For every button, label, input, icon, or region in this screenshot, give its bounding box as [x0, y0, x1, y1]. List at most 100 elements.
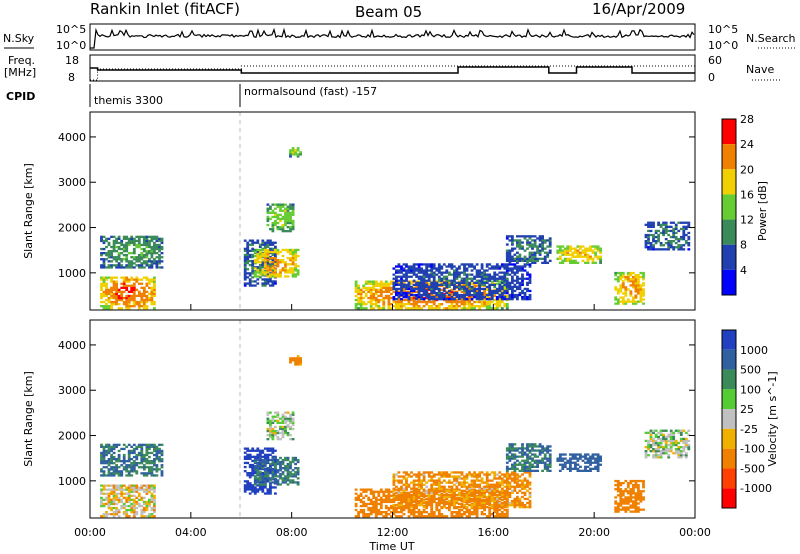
- echo-cell-power-196: [145, 290, 149, 293]
- echo-cell-power-2584: [647, 233, 650, 237]
- echo-cell-power-953: [296, 149, 300, 152]
- echo-cell-velocity-1343: [465, 515, 469, 518]
- echo-cell-power-1544: [395, 269, 398, 272]
- echo-cell-power-375: [135, 243, 139, 247]
- echo-cell-velocity-620: [263, 447, 267, 450]
- echo-cell-power-256: [105, 239, 108, 243]
- echo-cell-power-515: [246, 262, 250, 265]
- echo-cell-velocity-495: [243, 484, 247, 487]
- echo-cell-power-770: [276, 248, 280, 252]
- echo-cell-power-1869: [463, 287, 466, 291]
- echo-cell-power-2438: [596, 247, 600, 250]
- echo-cell-power-2434: [594, 245, 597, 248]
- echo-cell-velocity-636: [266, 447, 270, 450]
- echo-cell-velocity-979: [362, 496, 366, 499]
- echo-cell-power-1847: [458, 287, 461, 291]
- echo-cell-velocity-1693: [437, 501, 441, 505]
- echo-cell-power-2606: [652, 223, 655, 226]
- echo-cell-velocity-720: [263, 465, 267, 468]
- echo-cell-power-2562: [642, 292, 645, 295]
- echo-cell-velocity-477: [158, 451, 161, 455]
- echo-cell-power-2408: [584, 251, 587, 254]
- echo-cell-power-2568: [642, 276, 645, 279]
- echo-cell-power-947: [291, 147, 295, 150]
- echo-cell-velocity-69: [115, 496, 118, 499]
- echo-cell-velocity-1909: [485, 506, 489, 509]
- echo-cell-power-549: [251, 255, 255, 259]
- echo-cell-power-2702: [684, 242, 688, 245]
- echo-cell-velocity-95: [122, 513, 126, 516]
- echo-cell-power-335: [125, 245, 129, 249]
- echo-cell-velocity-1758: [453, 501, 456, 505]
- echo-cell-power-127: [127, 290, 131, 293]
- echo-cell-velocity-907: [284, 411, 287, 414]
- echo-cell-velocity-1000: [369, 506, 373, 510]
- echo-cell-velocity-118: [127, 500, 131, 504]
- echo-cell-power-2547: [637, 274, 640, 277]
- echo-cell-velocity-209: [148, 484, 151, 487]
- echo-cell-velocity-1438: [490, 492, 494, 495]
- echo-cell-velocity-876: [276, 429, 280, 433]
- echo-cell-power-981: [359, 300, 363, 304]
- echo-cell-velocity-1182: [417, 511, 421, 514]
- echo-cell-velocity-500: [243, 457, 247, 460]
- echo-cell-velocity-2200: [526, 459, 529, 462]
- echo-cell-power-2335: [548, 245, 552, 248]
- echo-cell-power-724: [263, 252, 267, 256]
- echo-cell-power-2075: [505, 281, 509, 284]
- echo-cell-power-1070: [382, 290, 386, 293]
- echo-cell-velocity-106: [125, 511, 129, 514]
- echo-cell-velocity-1713: [440, 475, 444, 478]
- echo-cell-power-690: [253, 248, 257, 252]
- echo-cell-velocity-250: [102, 466, 106, 469]
- echo-cell-power-761: [274, 248, 277, 252]
- echo-cell-power-653: [271, 270, 275, 273]
- echo-cell-power-736: [266, 248, 270, 252]
- echo-cell-power-822: [294, 273, 297, 276]
- echo-cell-power-2158: [523, 296, 527, 299]
- echo-cell-power-585: [261, 284, 265, 287]
- echo-cell-velocity-964: [359, 511, 363, 514]
- echo-cell-velocity-1653: [427, 501, 431, 505]
- echo-cell-velocity-1590: [412, 487, 416, 490]
- echo-cell-power-2362: [563, 247, 567, 250]
- echo-cell-velocity-1124: [402, 508, 406, 512]
- echo-cell-velocity-1578: [410, 495, 413, 499]
- echo-cell-power-632: [269, 284, 272, 287]
- echo-cell-power-253: [105, 254, 108, 257]
- echo-cell-velocity-782: [284, 481, 287, 484]
- echo-cell-power-2142: [518, 267, 522, 270]
- echo-cell-velocity-255: [102, 453, 106, 457]
- echo-cell-velocity-884: [279, 427, 282, 431]
- echo-cell-power-189: [142, 276, 146, 279]
- echo-cell-power-1783: [442, 283, 446, 286]
- echo-cell-power-830: [294, 252, 297, 256]
- echo-cell-power-1776: [440, 267, 444, 270]
- echo-cell-power-277: [112, 264, 116, 267]
- echo-cell-power-1829: [453, 273, 456, 276]
- power-colorbar-tick-4: 20: [740, 163, 754, 176]
- echo-cell-power-2273: [531, 255, 534, 258]
- echo-cell-velocity-1081: [390, 490, 393, 493]
- echo-cell-power-2134: [518, 293, 522, 297]
- echo-cell-velocity-508: [246, 480, 250, 483]
- echo-cell-power-1526: [392, 287, 396, 291]
- echo-cell-velocity-1161: [412, 515, 416, 518]
- echo-cell-power-295: [115, 239, 118, 243]
- echo-cell-power-1235: [427, 284, 431, 287]
- echo-cell-power-1332: [455, 300, 459, 304]
- echo-cell-power-348: [127, 237, 131, 240]
- echo-cell-power-403: [142, 256, 146, 259]
- echo-cell-velocity-887: [279, 417, 282, 420]
- echo-cell-velocity-301: [112, 455, 116, 459]
- echo-cell-power-2213: [511, 237, 514, 240]
- echo-cell-power-412: [145, 264, 149, 267]
- echo-cell-power-2417: [586, 247, 590, 250]
- echo-cell-power-1067: [382, 300, 386, 304]
- echo-cell-power-2337: [548, 241, 552, 244]
- echo-cell-power-492: [160, 237, 164, 240]
- echo-cell-power-2707: [684, 221, 688, 224]
- echo-cell-power-29: [105, 288, 108, 291]
- echo-cell-velocity-411: [142, 464, 146, 467]
- echo-cell-power-1538: [395, 283, 398, 286]
